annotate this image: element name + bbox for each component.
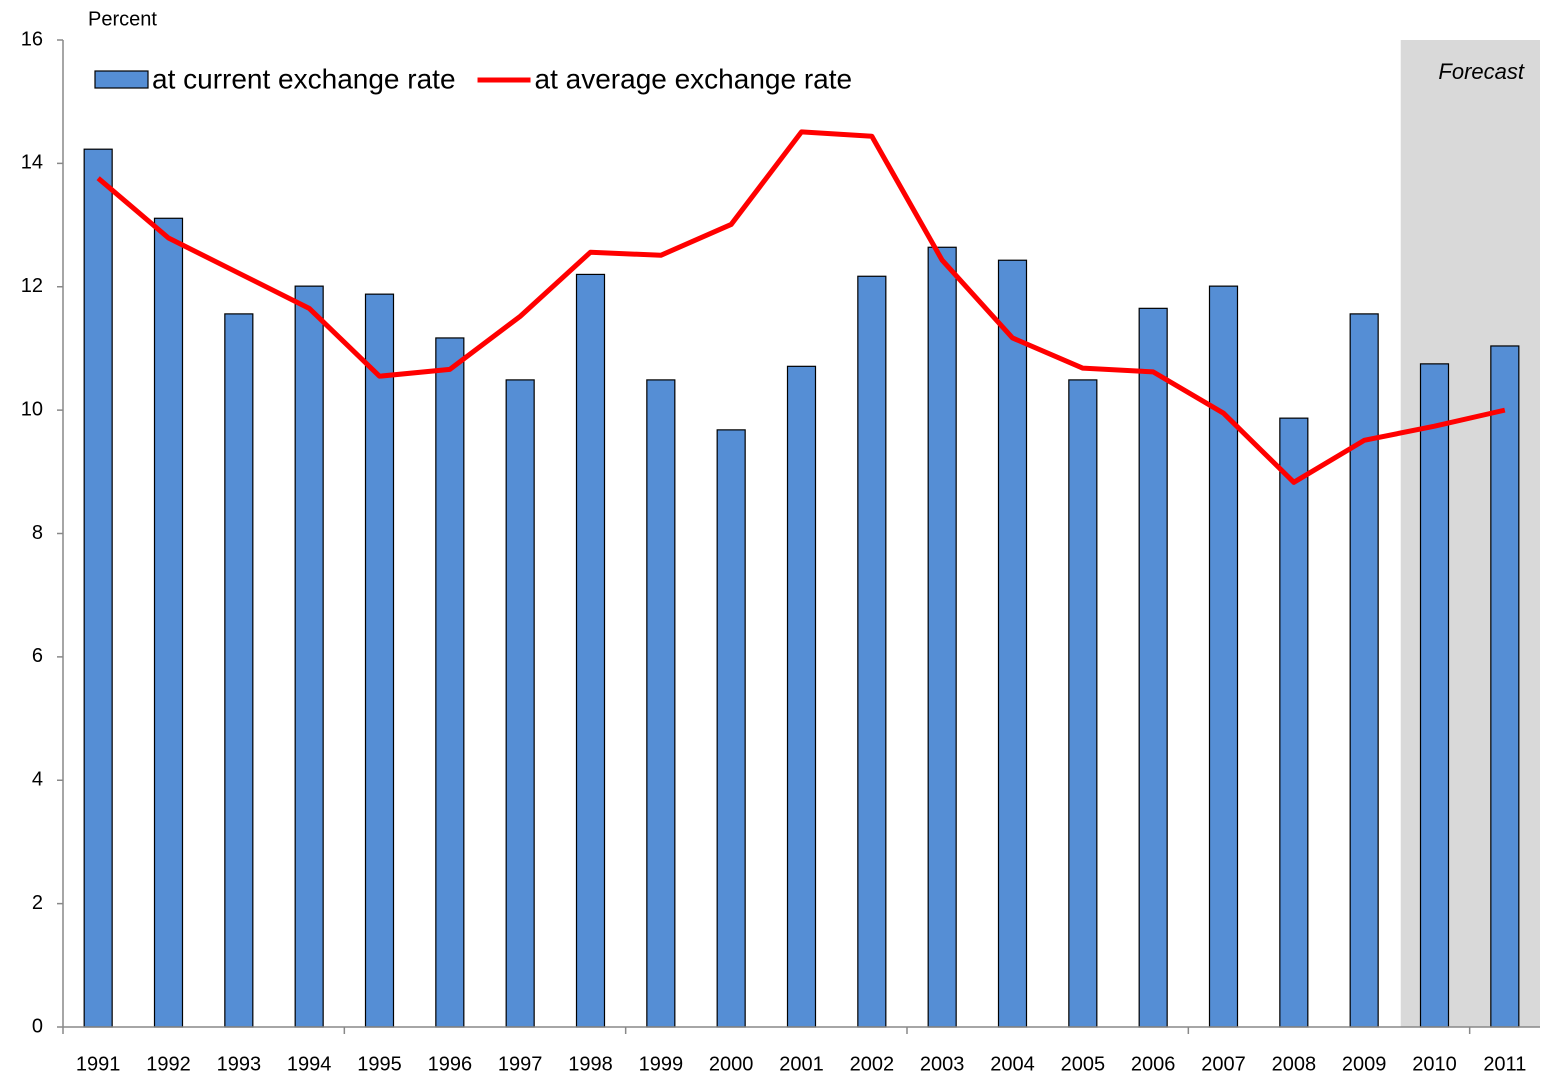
x-tick-label: 2000 [709,1053,754,1075]
bar [646,379,676,1028]
y-tick-label: 16 [21,28,43,50]
bar [224,313,254,1028]
bar [927,246,957,1028]
y-tick-label: 6 [32,645,43,667]
x-tick-label: 1999 [639,1053,684,1075]
y-tick-label: 12 [21,275,43,297]
x-tick-label: 1991 [76,1053,121,1075]
y-axis-label: Percent [88,8,157,30]
x-tick-label: 2007 [1201,1053,1246,1075]
forecast-label: Forecast [1438,59,1524,84]
bar [1349,313,1379,1028]
bar [997,259,1028,1028]
bar [1068,379,1098,1028]
legend-label: at current exchange rate [152,63,456,94]
x-tick-label: 1995 [357,1053,402,1075]
y-tick-label: 8 [32,522,43,544]
bar [83,148,113,1028]
x-tick-label: 2009 [1342,1053,1387,1075]
x-tick-label: 2001 [779,1053,824,1075]
bar [505,379,535,1028]
x-tick-label: 1992 [146,1053,191,1075]
bar [435,337,465,1028]
x-tick-label: 2005 [1061,1053,1106,1075]
bar [857,275,887,1028]
y-tick-label: 10 [21,398,43,420]
bar [1279,417,1309,1028]
bar [716,429,746,1028]
y-tick-label: 4 [32,769,43,791]
x-tick-label: 1993 [217,1053,262,1075]
x-tick-label: 1994 [287,1053,332,1075]
x-tick-label: 2006 [1131,1053,1176,1075]
bar [1138,307,1168,1028]
bar [153,217,184,1028]
x-tick-label: 2011 [1483,1053,1526,1075]
x-tick-label: 2002 [850,1053,895,1075]
bar [364,293,395,1028]
bar [1490,345,1520,1028]
bar [786,365,817,1028]
bar [294,285,324,1028]
bar [1208,285,1239,1028]
legend-label: at average exchange rate [535,63,853,94]
x-tick-label: 1997 [498,1053,543,1075]
bar [575,273,606,1028]
y-tick-label: 14 [21,152,43,174]
x-tick-label: 2004 [990,1053,1035,1075]
x-tick-label: 2010 [1412,1053,1457,1075]
x-tick-label: 1998 [568,1053,613,1075]
bar [1419,363,1450,1028]
x-tick-label: 2008 [1272,1053,1317,1075]
line-series [96,129,1506,485]
y-tick-label: 2 [32,892,43,914]
x-tick-label: 2003 [920,1053,965,1075]
legend-swatch [94,70,149,89]
x-tick-label: 1996 [428,1053,473,1075]
y-tick-label: 0 [32,1015,43,1037]
